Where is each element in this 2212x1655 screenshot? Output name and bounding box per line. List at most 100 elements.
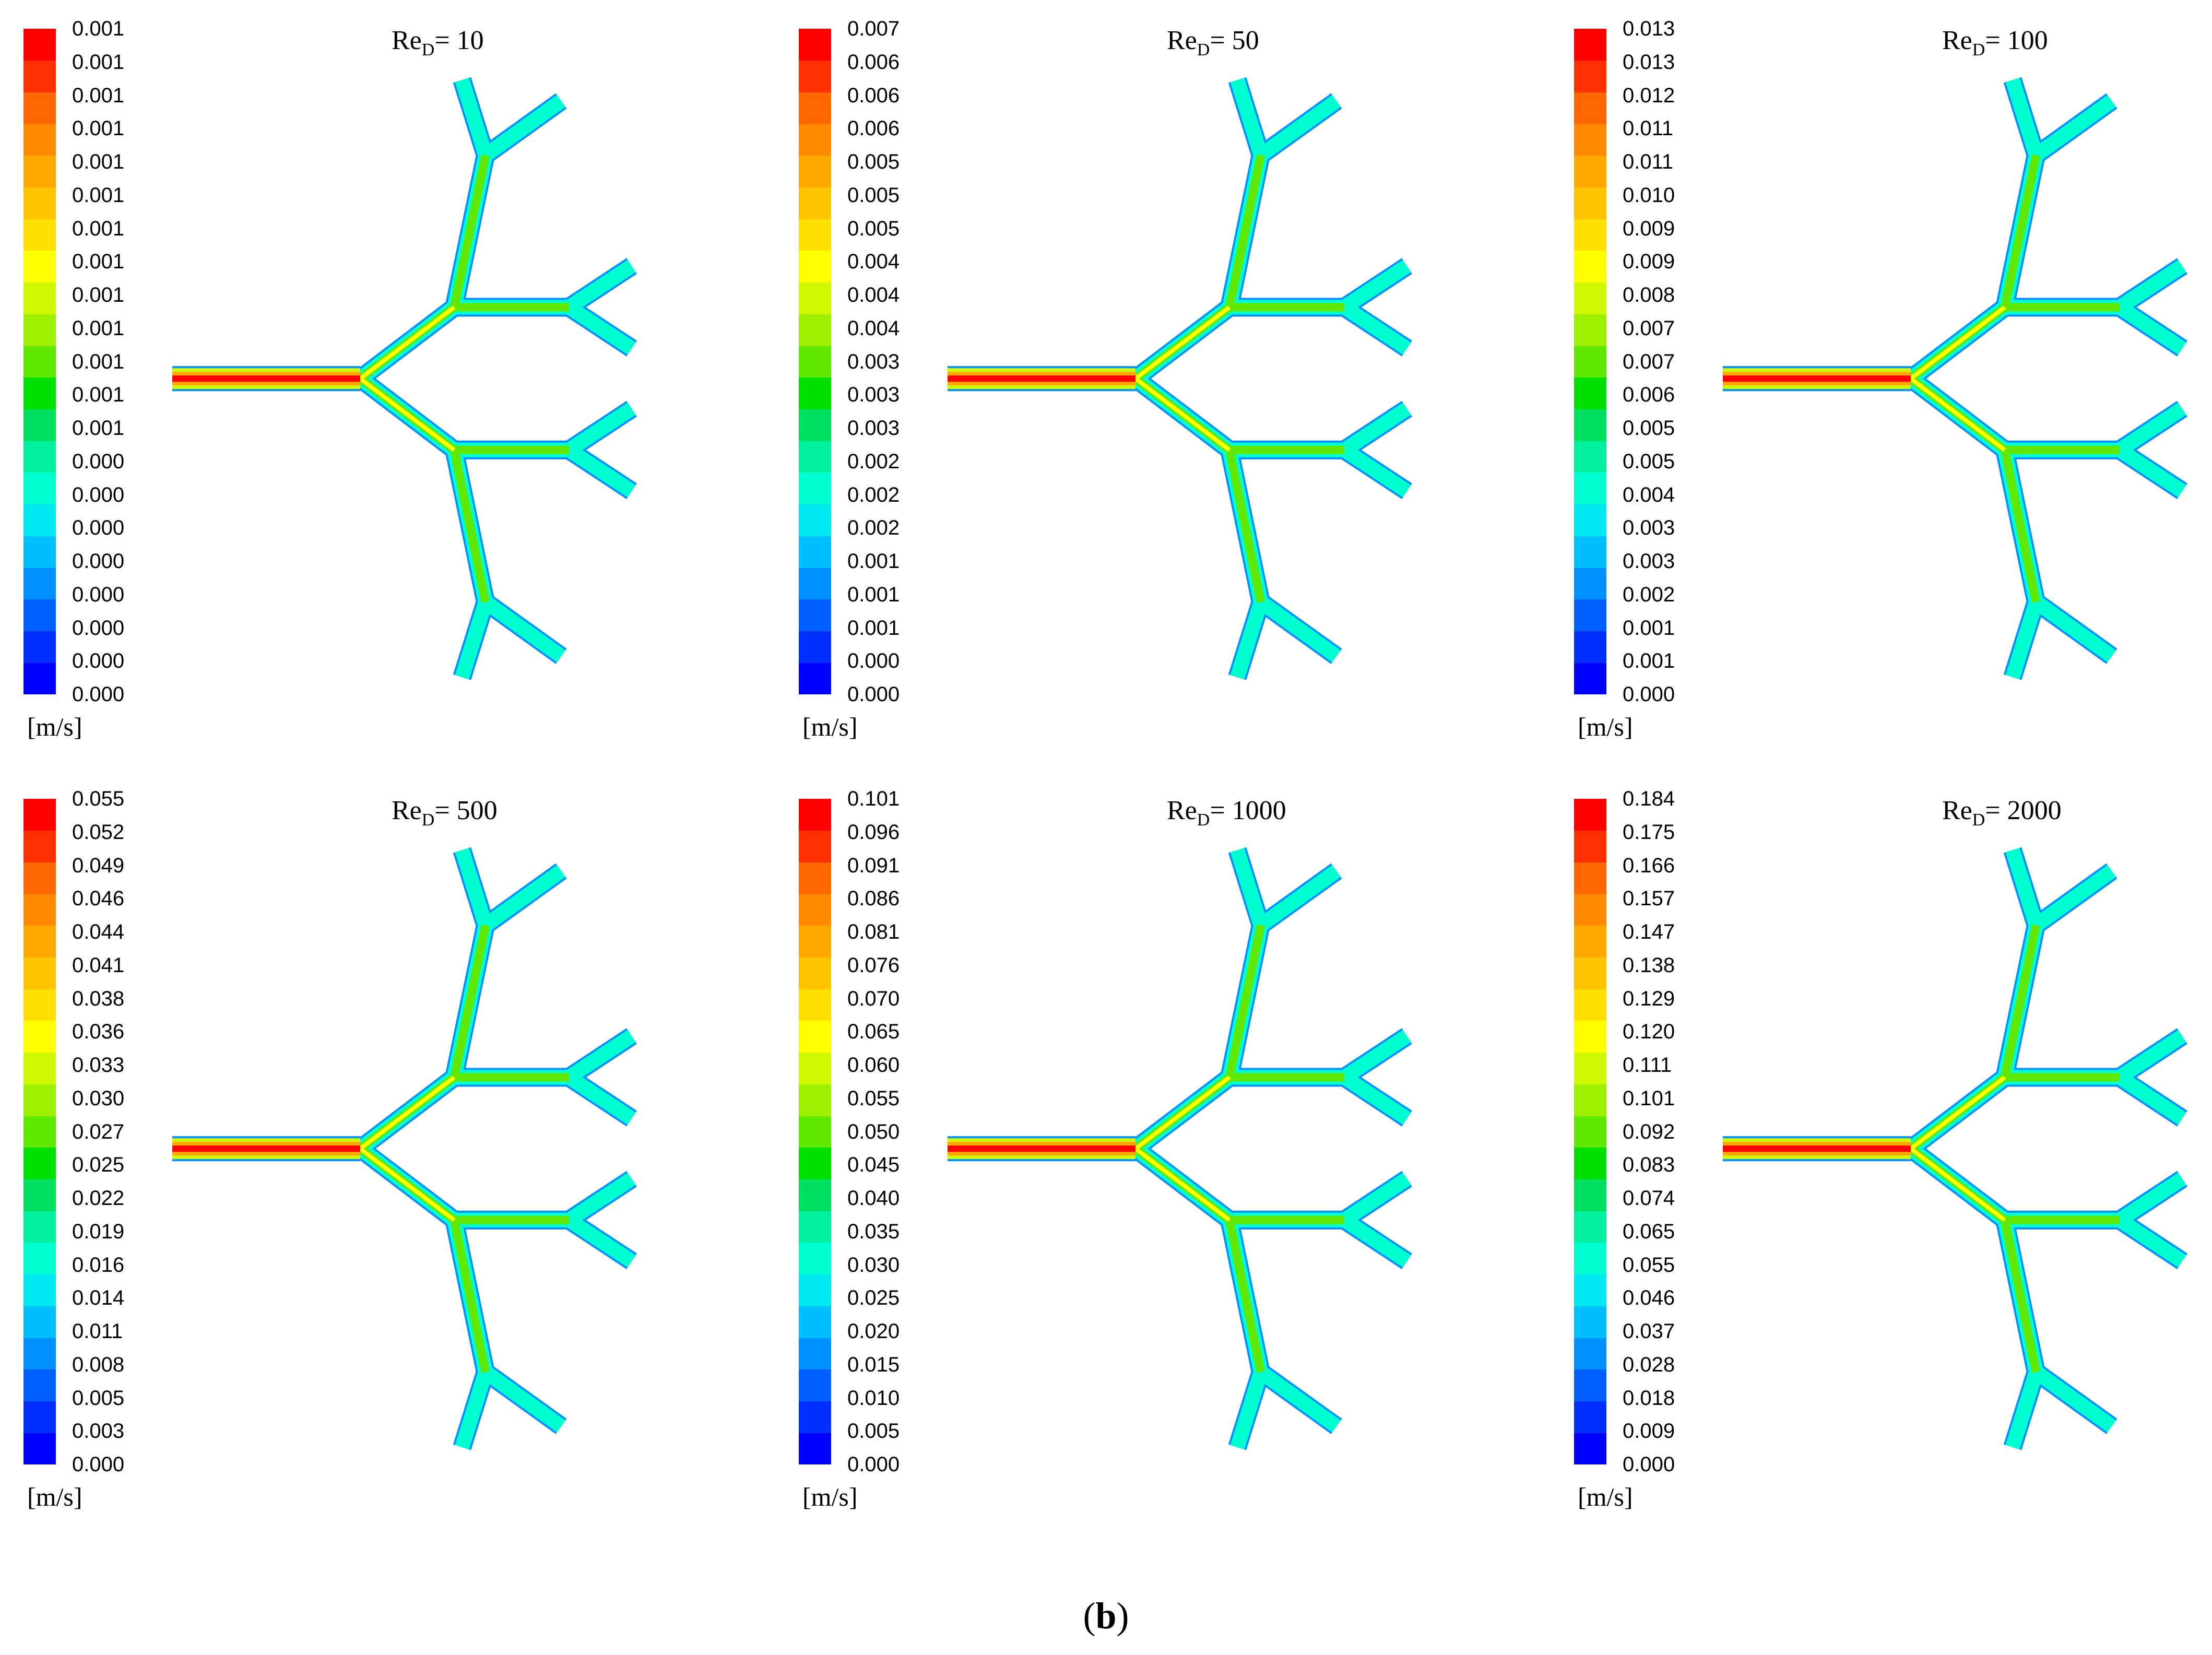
channel-segment — [1256, 94, 1341, 161]
colorbar-tick-label: 0.006 — [1623, 383, 1675, 407]
colorbar-tick-label: 0.074 — [1623, 1187, 1675, 1210]
channel-segment — [1230, 848, 1268, 928]
reynolds-title: ReD= 100 — [1942, 26, 2048, 60]
colorbar-band — [23, 1021, 56, 1053]
colorbar-tick-label: 0.060 — [847, 1054, 900, 1077]
colorbar-tick-label: 0.002 — [847, 483, 900, 506]
colorbar-band — [1574, 862, 1606, 894]
colorbar-band — [23, 251, 56, 283]
colorbar-band — [23, 1211, 56, 1243]
channel-segment — [450, 154, 490, 309]
contour-panel-5: 0.101 0.096 0.091 0.086 0.081 0.076 0.070 0.065… — [791, 786, 1564, 1538]
channel-segment — [481, 865, 566, 931]
channel-segment — [1134, 305, 1231, 381]
colorbar-tick-label: 0.000 — [847, 683, 900, 706]
channel-segment — [1225, 1219, 1265, 1373]
reynolds-title: ReD= 10 — [392, 26, 484, 60]
channel-segment — [1134, 1147, 1231, 1222]
colorbar-tick-label: 0.000 — [72, 683, 125, 706]
colorbar-tick-label: 0.002 — [1623, 583, 1675, 606]
colorbar-tick-label: 0.055 — [72, 787, 125, 810]
reynolds-title: ReD= 500 — [392, 796, 498, 830]
colorbar-band — [799, 409, 831, 441]
colorbar-tick-label: 0.007 — [1623, 350, 1675, 373]
colorbar-band — [1574, 346, 1606, 378]
colorbar-tick-label: 0.003 — [1623, 550, 1675, 573]
colorbar-band — [23, 124, 56, 156]
colorbar-band — [23, 92, 56, 124]
colorbar-band — [799, 862, 831, 894]
colorbar-tick-label: 0.083 — [1623, 1153, 1675, 1177]
colorbar-band — [1574, 219, 1606, 251]
colorbar-tick-label: 0.001 — [72, 383, 125, 407]
colorbar-tick-label: 0.092 — [1623, 1120, 1675, 1143]
colorbar-tick-label: 0.001 — [72, 183, 125, 207]
colorbar-band — [23, 1243, 56, 1275]
colorbar-tick-label: 0.000 — [847, 649, 900, 673]
colorbar-tick-label: 0.009 — [1623, 250, 1675, 274]
channel-segment — [481, 94, 566, 161]
colorbar-tick-label: 0.052 — [72, 820, 125, 844]
colorbar-band — [1574, 925, 1606, 958]
colorbar-band — [1574, 536, 1606, 568]
colorbar-band — [23, 282, 56, 314]
colorbar-tick-label: 0.028 — [1623, 1353, 1675, 1376]
channel-segment — [1230, 1369, 1268, 1450]
colorbar-band — [1574, 1401, 1606, 1433]
colorbar-tick-label: 0.000 — [847, 1453, 900, 1476]
colorbar-band — [799, 568, 831, 600]
colorbar-band — [23, 599, 56, 632]
colorbar-tick-label: 0.001 — [72, 84, 125, 107]
colorbar-tick-label: 0.044 — [72, 920, 125, 943]
colorbar-band — [23, 1338, 56, 1370]
colorbar-tick-labels: 0.013 0.013 0.012 0.011 0.011 0.010 0.009 0.009… — [1623, 16, 1717, 715]
colorbar-band — [1574, 894, 1606, 926]
channel-segment — [2115, 1030, 2186, 1084]
colorbar-band — [1574, 187, 1606, 219]
channel-segment — [565, 1071, 636, 1125]
colorbar-band — [23, 187, 56, 219]
colorbar-band — [799, 1052, 831, 1084]
colorbar-tick-label: 0.000 — [72, 583, 125, 606]
channel-segment — [1909, 377, 2006, 452]
colorbar — [23, 29, 56, 695]
channel-segment — [455, 78, 493, 158]
colorbar-band — [1574, 409, 1606, 441]
velocity-contour-tree — [948, 847, 1412, 1450]
colorbar-tick-label: 0.027 — [72, 1120, 125, 1143]
colorbar-tick-label: 0.005 — [847, 150, 900, 173]
colorbar-tick-label: 0.000 — [72, 483, 125, 506]
channel-segment — [2115, 1071, 2186, 1125]
colorbar-band — [1574, 124, 1606, 156]
colorbar-band — [1574, 92, 1606, 124]
colorbar-band — [799, 504, 831, 536]
colorbar-tick-label: 0.007 — [1623, 316, 1675, 340]
colorbar-tick-label: 0.041 — [72, 953, 125, 977]
colorbar-tick-label: 0.157 — [1623, 887, 1675, 911]
channel-segment — [455, 1369, 493, 1450]
channel-segment — [2001, 1219, 2040, 1373]
colorbar-band — [1574, 799, 1606, 831]
colorbar-band — [1574, 504, 1606, 536]
colorbar-tick-label: 0.020 — [847, 1320, 900, 1343]
colorbar — [1574, 799, 1606, 1465]
colorbar-band — [23, 1147, 56, 1180]
colorbar-tick-label: 0.003 — [72, 1420, 125, 1443]
channel-segment — [1134, 1075, 1231, 1151]
colorbar-band — [1574, 282, 1606, 314]
colorbar-band — [23, 925, 56, 958]
colorbar — [1574, 29, 1606, 695]
colorbar-band — [799, 1369, 831, 1402]
colorbar-band — [23, 377, 56, 410]
channel-segment — [1230, 599, 1268, 680]
colorbar-band — [23, 504, 56, 536]
colorbar-band — [23, 957, 56, 989]
colorbar-tick-labels: 0.055 0.052 0.049 0.046 0.044 0.041 0.038 0.036… — [72, 786, 166, 1485]
colorbar-tick-label: 0.004 — [1623, 483, 1675, 506]
reynolds-title: ReD= 50 — [1167, 26, 1259, 60]
colorbar-band — [799, 1243, 831, 1275]
unit-label: [m/s] — [27, 1482, 82, 1511]
colorbar-tick-label: 0.147 — [1623, 920, 1675, 943]
colorbar-tick-label: 0.005 — [847, 217, 900, 240]
colorbar-band — [1574, 1116, 1606, 1148]
